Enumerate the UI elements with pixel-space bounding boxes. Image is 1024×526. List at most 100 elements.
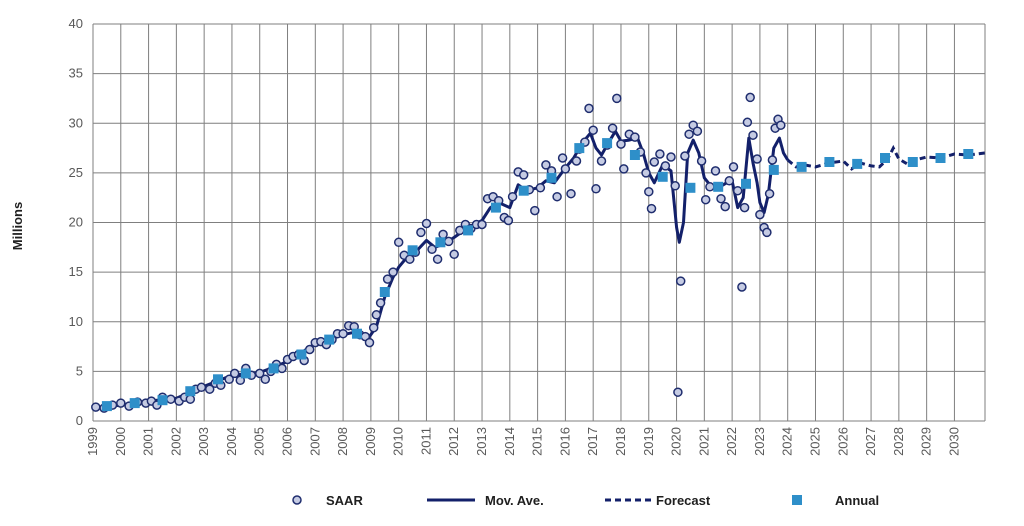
- saar-point: [762, 227, 772, 238]
- saar-point: [724, 176, 735, 186]
- saar-point: [737, 282, 747, 292]
- saar-point: [752, 154, 762, 164]
- x-tick-label: 2007: [307, 427, 322, 456]
- saar-point: [748, 130, 758, 140]
- saar-point: [680, 151, 690, 161]
- saar-point: [612, 93, 622, 104]
- saar-point: [371, 310, 382, 320]
- saar-point: [732, 185, 743, 196]
- saar-point: [518, 170, 529, 180]
- saar-point: [571, 156, 582, 166]
- annual-point: [240, 368, 251, 379]
- saar-point: [338, 328, 348, 339]
- annual-point: [657, 171, 668, 182]
- annual-point: [796, 161, 807, 172]
- x-tick-label: 2003: [196, 427, 211, 456]
- x-tick-label: 2020: [669, 427, 684, 456]
- y-tick-label: 35: [69, 66, 83, 81]
- saar-point: [588, 125, 598, 135]
- annual-point: [546, 172, 557, 183]
- legend-item-forecast: Forecast: [605, 493, 711, 508]
- saar-point: [700, 194, 711, 205]
- saar-point: [566, 188, 576, 199]
- saar-point: [477, 219, 487, 230]
- x-tick-label: 2005: [252, 427, 267, 456]
- saar-point: [254, 368, 265, 379]
- annual-point: [324, 334, 335, 345]
- saar-point: [776, 120, 786, 130]
- y-tick-label: 20: [69, 215, 83, 230]
- forecast-line: [786, 144, 986, 171]
- saar-point: [368, 322, 379, 333]
- annual-point: [296, 349, 307, 360]
- saar-point: [541, 160, 551, 170]
- saar-point: [421, 218, 432, 229]
- legend-item-mov-ave: Mov. Ave.: [427, 493, 544, 508]
- x-tick-label: 2011: [418, 427, 433, 455]
- annual-point: [490, 202, 501, 213]
- annual-point: [463, 225, 474, 236]
- saar-point: [591, 184, 601, 194]
- saar-point: [260, 374, 271, 385]
- annual-point: [352, 328, 362, 339]
- saar-point: [684, 129, 694, 139]
- saar-point: [630, 132, 640, 142]
- saar-point: [646, 203, 657, 214]
- saar-point: [644, 186, 654, 197]
- y-tick-label: 5: [76, 363, 83, 378]
- saar-point: [229, 368, 240, 379]
- x-tick-label: 2027: [863, 427, 878, 456]
- y-tick-label: 0: [76, 413, 83, 428]
- saar-point: [619, 164, 629, 174]
- saar-point: [388, 267, 398, 277]
- x-tick-label: 2013: [474, 427, 489, 456]
- x-tick-label: 2019: [641, 427, 656, 456]
- saar-point: [557, 153, 568, 163]
- annual-point: [824, 157, 835, 167]
- saar-point: [767, 155, 778, 165]
- annual-point: [268, 363, 279, 374]
- gridlines: [92, 23, 986, 422]
- saar-point: [438, 229, 448, 240]
- saar-point: [660, 161, 671, 171]
- legend-item-saar: SAAR: [292, 493, 363, 508]
- x-tick-label: 2001: [141, 427, 156, 456]
- y-tick-label: 10: [69, 314, 83, 329]
- annual-point: [852, 158, 863, 169]
- saar-point: [427, 244, 437, 255]
- saar-point: [382, 274, 393, 284]
- annual-point: [407, 245, 418, 256]
- saar-point: [655, 149, 665, 159]
- legend-item-annual: Annual: [792, 493, 879, 508]
- saar-point: [449, 249, 459, 260]
- saar-point: [405, 254, 415, 264]
- x-tick-label: 2015: [530, 427, 545, 456]
- saar-point: [696, 156, 707, 166]
- saar-point: [535, 183, 546, 193]
- y-tick-label: 25: [69, 165, 83, 180]
- x-tick-label: 2009: [363, 427, 378, 456]
- saar-point: [745, 92, 755, 103]
- y-tick-label: 15: [69, 264, 83, 279]
- saar-point: [552, 191, 562, 202]
- annual-point: [213, 374, 223, 385]
- saar-point: [675, 276, 686, 286]
- x-tick-label: 2029: [919, 427, 934, 456]
- saar-point: [670, 181, 680, 191]
- y-tick-label: 40: [69, 16, 83, 31]
- y-axis-ticks: 0 5 10 15 20 25 30 35 40: [69, 16, 83, 428]
- saar-point: [196, 382, 207, 393]
- annual-point: [963, 149, 974, 159]
- saar-point: [432, 254, 443, 264]
- saar-point: [185, 394, 196, 404]
- saar-point: [764, 188, 775, 199]
- x-tick-label: 2023: [752, 427, 767, 456]
- x-tick-label: 2006: [280, 427, 295, 456]
- saar-point: [720, 201, 730, 212]
- x-tick-label: 2014: [502, 427, 517, 456]
- x-tick-label: 2002: [168, 427, 183, 456]
- x-tick-label: 2018: [613, 427, 628, 456]
- saar-point: [530, 205, 540, 216]
- annual-point: [574, 143, 585, 154]
